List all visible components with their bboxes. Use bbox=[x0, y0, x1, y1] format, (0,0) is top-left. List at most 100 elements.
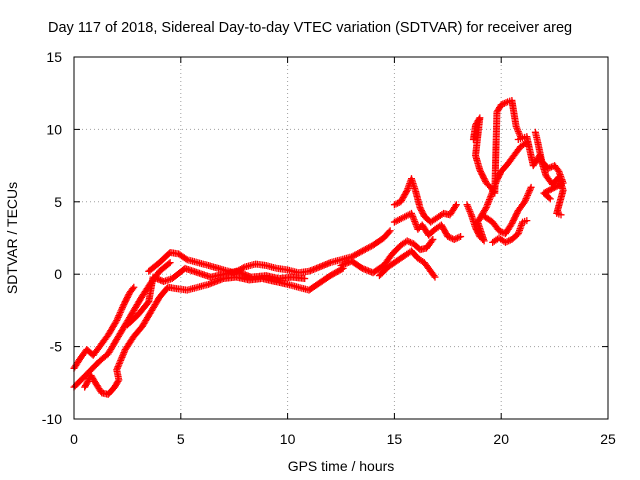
data-point bbox=[525, 188, 533, 196]
data-point bbox=[360, 246, 368, 254]
y-tick-label: 15 bbox=[46, 49, 62, 65]
data-point bbox=[521, 196, 529, 204]
data-point bbox=[117, 356, 125, 364]
plot-border bbox=[73, 56, 609, 420]
data-point bbox=[394, 199, 402, 207]
data-point bbox=[481, 205, 489, 213]
y-tick-label: 10 bbox=[46, 121, 62, 137]
data-point bbox=[112, 318, 120, 326]
data-point bbox=[113, 366, 121, 374]
data-point bbox=[361, 245, 369, 253]
data-point bbox=[182, 255, 190, 263]
data-point bbox=[444, 233, 452, 241]
data-point bbox=[503, 238, 511, 246]
data-point bbox=[351, 251, 359, 259]
data-point bbox=[500, 99, 508, 107]
data-point bbox=[113, 317, 121, 325]
data-point bbox=[524, 190, 532, 198]
data-point bbox=[118, 305, 126, 313]
series-track-h bbox=[390, 175, 460, 226]
data-point bbox=[120, 349, 128, 357]
series-track-o bbox=[531, 128, 567, 203]
x-tick-label: 0 bbox=[70, 431, 78, 447]
data-point bbox=[505, 237, 513, 245]
data-point bbox=[116, 308, 124, 316]
data-point bbox=[385, 228, 393, 236]
data-point bbox=[357, 248, 365, 256]
series-track-a bbox=[70, 283, 138, 372]
data-point bbox=[429, 235, 437, 243]
series-track-i bbox=[390, 209, 465, 243]
y-tick-label: 5 bbox=[54, 194, 62, 210]
series-track-f bbox=[337, 235, 437, 277]
data-point bbox=[338, 265, 346, 273]
data-point bbox=[431, 273, 439, 281]
data-point bbox=[523, 193, 531, 201]
data-point bbox=[406, 238, 414, 246]
data-point bbox=[523, 217, 531, 225]
data-point bbox=[366, 243, 374, 251]
data-point bbox=[119, 350, 127, 358]
data-point bbox=[301, 275, 309, 283]
data-point bbox=[457, 233, 465, 241]
x-tick-label: 10 bbox=[280, 431, 296, 447]
data-point bbox=[544, 164, 552, 172]
data-point bbox=[115, 361, 123, 369]
data-point bbox=[452, 201, 460, 209]
y-tick-label: 0 bbox=[54, 266, 62, 282]
series-track-d bbox=[145, 227, 394, 277]
series-track-g bbox=[375, 247, 439, 281]
data-point bbox=[364, 244, 372, 252]
data-point bbox=[502, 99, 510, 107]
data-point bbox=[522, 195, 530, 203]
data-point bbox=[455, 233, 463, 241]
series-track-b bbox=[70, 259, 174, 391]
series-track-n bbox=[514, 133, 567, 219]
data-point bbox=[403, 237, 411, 245]
data-point bbox=[554, 166, 562, 174]
x-tick-label: 20 bbox=[493, 431, 509, 447]
series-track-j bbox=[463, 138, 531, 245]
data-point bbox=[546, 195, 554, 203]
data-point bbox=[526, 187, 534, 195]
data-point bbox=[113, 315, 121, 323]
data-point bbox=[524, 191, 532, 199]
y-tick-label: -5 bbox=[50, 339, 63, 355]
data-point bbox=[386, 227, 394, 235]
data-point bbox=[166, 259, 174, 267]
data-point bbox=[129, 285, 137, 293]
data-point bbox=[495, 227, 503, 235]
data-point bbox=[118, 304, 126, 312]
data-point bbox=[450, 235, 458, 243]
data-point bbox=[363, 245, 371, 253]
data-point bbox=[392, 200, 400, 208]
data-point bbox=[349, 252, 357, 260]
data-point bbox=[119, 352, 127, 360]
data-point bbox=[526, 185, 534, 193]
data-point bbox=[405, 238, 413, 246]
data-point bbox=[117, 355, 125, 363]
data-point bbox=[451, 202, 459, 210]
data-point bbox=[352, 250, 360, 258]
data-point bbox=[497, 227, 505, 235]
x-axis-title: GPS time / hours bbox=[288, 458, 395, 474]
data-point bbox=[116, 310, 124, 318]
data-point bbox=[452, 235, 460, 243]
data-point bbox=[165, 260, 173, 268]
data-point bbox=[117, 307, 125, 315]
data-point bbox=[501, 238, 509, 246]
data-point bbox=[453, 234, 461, 242]
data-point bbox=[445, 233, 453, 241]
y-tick-label: -10 bbox=[42, 411, 62, 427]
data-point bbox=[390, 201, 398, 209]
data-point bbox=[497, 101, 505, 109]
data-points bbox=[70, 96, 567, 398]
data-point bbox=[527, 183, 535, 191]
data-point bbox=[115, 312, 123, 320]
data-point bbox=[115, 360, 123, 368]
data-point bbox=[402, 188, 410, 196]
data-point bbox=[557, 211, 565, 219]
data-point bbox=[116, 358, 124, 366]
